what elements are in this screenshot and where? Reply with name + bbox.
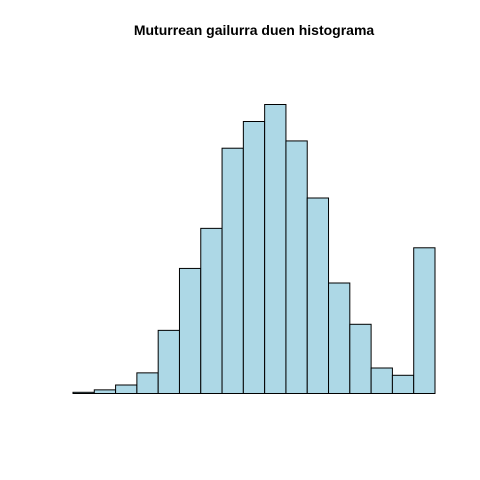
histogram-bar-7 bbox=[200, 227, 223, 394]
chart-title: Muturrean gailurra duen histograma bbox=[134, 22, 375, 38]
histogram-bar-12 bbox=[306, 197, 330, 394]
histogram-bars bbox=[72, 104, 436, 395]
histogram-bar-2 bbox=[93, 389, 117, 394]
histogram-bar-15 bbox=[370, 367, 393, 394]
histogram-bar-14 bbox=[349, 323, 372, 395]
histogram-bar-16 bbox=[391, 374, 415, 395]
histogram-bar-3 bbox=[115, 384, 138, 394]
histogram-bar-6 bbox=[178, 267, 202, 394]
histogram-bar-5 bbox=[157, 329, 180, 394]
histogram-bar-1 bbox=[72, 391, 95, 395]
histogram-bar-4 bbox=[136, 372, 159, 394]
histogram-bar-17 bbox=[413, 247, 436, 394]
histogram-bar-13 bbox=[328, 282, 351, 394]
histogram-bar-10 bbox=[264, 104, 287, 394]
histogram-bar-11 bbox=[285, 140, 308, 394]
histogram-bar-8 bbox=[221, 147, 244, 394]
histogram-bar-9 bbox=[242, 121, 266, 394]
